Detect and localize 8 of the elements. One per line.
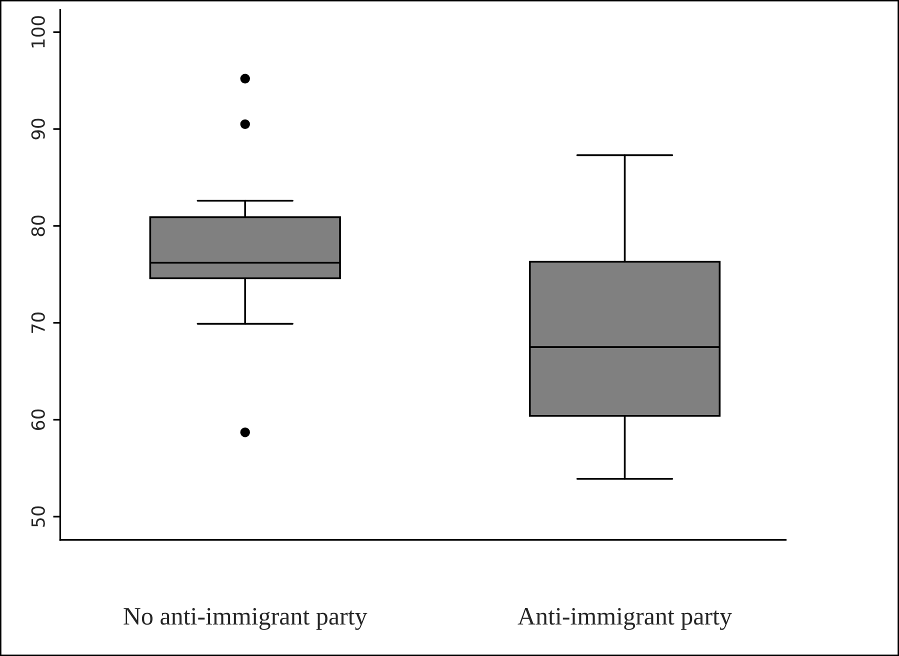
y-tick-label: 60 xyxy=(31,409,45,430)
y-tick-label: 50 xyxy=(31,506,45,527)
x-tick-label: Anti-immigrant party xyxy=(518,608,732,630)
x-tick-label: No anti-immigrant party xyxy=(124,608,368,630)
y-tick-label: 90 xyxy=(31,118,45,140)
y-tick-label: 80 xyxy=(31,216,45,236)
y-tick-label: 70 xyxy=(31,312,45,333)
y-tick-label: 100 xyxy=(31,16,45,48)
